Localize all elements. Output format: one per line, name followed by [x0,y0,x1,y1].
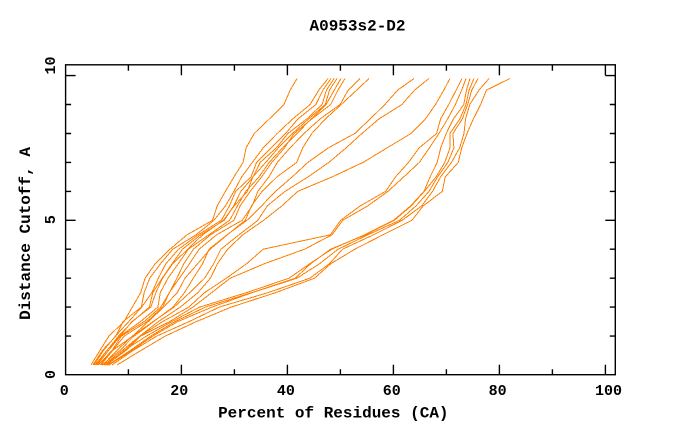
svg-text:A0953s2-D2: A0953s2-D2 [309,18,405,36]
svg-text:Distance Cutoff, A: Distance Cutoff, A [17,147,35,320]
svg-text:40: 40 [277,383,295,400]
svg-text:80: 80 [489,383,507,400]
svg-text:60: 60 [383,383,401,400]
svg-text:0: 0 [60,383,69,400]
svg-text:10: 10 [43,56,60,74]
svg-text:Percent of Residues (CA): Percent of Residues (CA) [218,405,448,423]
svg-text:0: 0 [43,370,60,379]
svg-text:100: 100 [595,383,622,400]
svg-text:5: 5 [43,215,60,224]
svg-text:20: 20 [170,383,188,400]
